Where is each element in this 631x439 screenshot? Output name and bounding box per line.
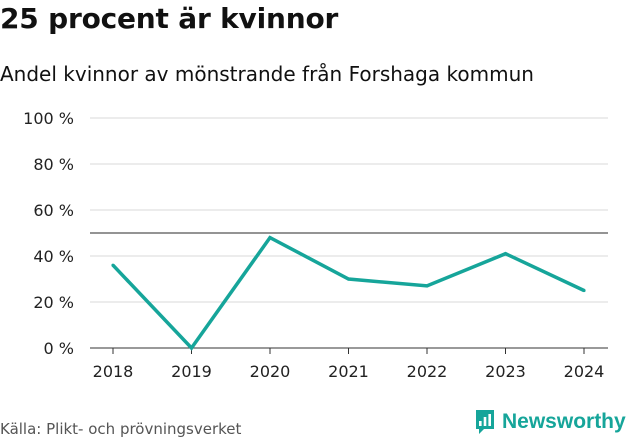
x-tick-label: 2018: [93, 362, 134, 381]
data-point: [346, 277, 351, 281]
x-tick-label: 2023: [485, 362, 526, 381]
data-point: [111, 263, 115, 267]
x-tick-label: 2019: [171, 362, 212, 381]
x-tick-label: 2020: [250, 362, 291, 381]
chart-title: 25 procent är kvinnor: [0, 2, 339, 35]
y-tick-label: 100 %: [23, 109, 74, 128]
x-tick-label: 2024: [564, 362, 605, 381]
y-tick-label: 0 %: [44, 339, 74, 358]
x-tick-label: 2022: [407, 362, 448, 381]
source-note: Källa: Plikt- och prövningsverket: [0, 420, 242, 438]
chart-subtitle: Andel kvinnor av mönstrande från Forshag…: [0, 62, 534, 86]
data-point: [189, 346, 194, 350]
newsworthy-logo-icon: [476, 410, 494, 434]
brand-logo: Newsworthy: [474, 408, 626, 436]
x-tick-label: 2021: [328, 362, 369, 381]
y-tick-label: 60 %: [33, 201, 74, 220]
y-tick-label: 80 %: [33, 155, 74, 174]
data-point: [268, 236, 272, 240]
y-tick-label: 20 %: [33, 293, 74, 312]
data-point: [503, 252, 508, 256]
data-point: [582, 288, 586, 293]
y-tick-label: 40 %: [33, 247, 74, 266]
brand-name: Newsworthy: [502, 410, 626, 433]
series-line: [111, 235, 585, 351]
data-point: [425, 284, 429, 288]
